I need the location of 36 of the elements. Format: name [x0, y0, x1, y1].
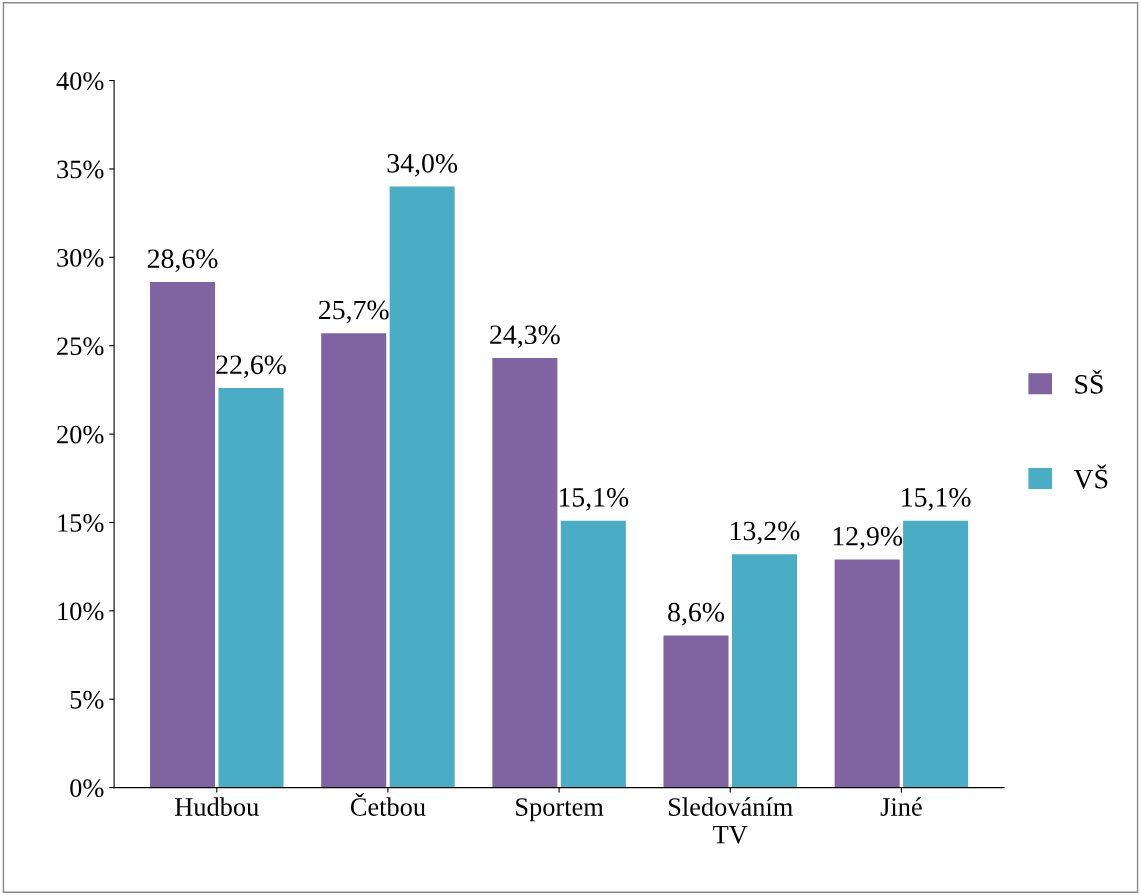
data-label: 12,9%	[833, 526, 903, 550]
legend-label: SŠ	[1075, 369, 1103, 394]
bar	[150, 282, 216, 788]
data-label: 24,3%	[490, 325, 560, 349]
x-tick-label: Četbou	[350, 793, 426, 816]
x-tick-label: Jiné	[880, 797, 922, 816]
x-tick-label: Sportem	[516, 798, 604, 822]
data-label: 22,6%	[216, 355, 286, 379]
bar	[218, 388, 284, 788]
bar	[731, 554, 797, 788]
x-tick-label: Sledováním TV	[668, 797, 793, 844]
data-label: 28,6%	[147, 249, 218, 273]
data-label: 15,1%	[902, 487, 971, 511]
y-tick-label: 25%	[57, 337, 104, 356]
bar	[389, 186, 455, 788]
bar	[903, 520, 969, 788]
y-tick-label: 30%	[57, 248, 104, 267]
data-label: 25,7%	[319, 300, 389, 324]
legend-label: VŠ	[1073, 464, 1108, 489]
y-tick-label: 10%	[58, 602, 104, 621]
x-tick-label: Hudbou	[175, 797, 259, 816]
y-tick-label: 35%	[57, 160, 104, 179]
data-label: 15,1%	[559, 487, 629, 511]
data-label: 13,2%	[731, 521, 800, 545]
y-tick-label: 15%	[58, 514, 104, 532]
bar	[663, 635, 729, 788]
y-tick-label: 0%	[70, 779, 104, 798]
y-tick-label: 5%	[70, 690, 104, 709]
data-label: 34,0%	[387, 153, 458, 177]
data-label: 8,6%	[668, 602, 724, 626]
bar	[560, 520, 626, 788]
y-tick-label: 40%	[56, 72, 104, 91]
bar	[321, 333, 387, 788]
y-tick-label: 20%	[57, 425, 104, 444]
bar	[834, 559, 900, 788]
bar	[492, 358, 558, 788]
